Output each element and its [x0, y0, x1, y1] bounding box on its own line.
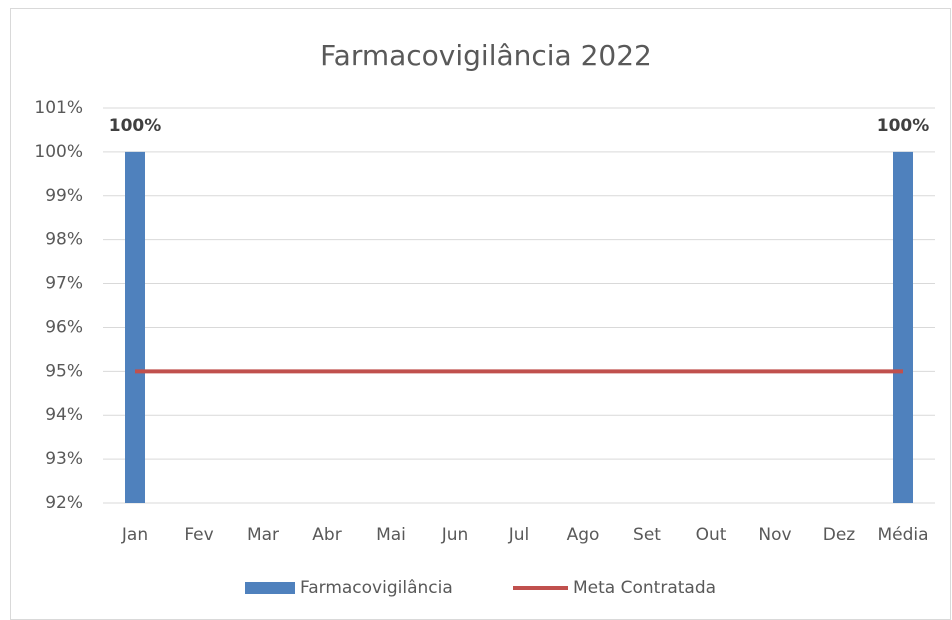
y-tick-label: 100%: [34, 142, 83, 162]
data-label: 100%: [109, 116, 162, 136]
x-tick-label: Jun: [441, 525, 469, 545]
y-tick-label: 96%: [45, 317, 83, 337]
x-tick-label: Mar: [247, 525, 279, 545]
x-tick-label: Jul: [508, 525, 530, 545]
y-tick-label: 99%: [45, 186, 83, 206]
legend-label: Meta Contratada: [573, 578, 716, 598]
x-tick-label: Fev: [184, 525, 213, 545]
x-tick-label: Dez: [823, 525, 856, 545]
y-tick-label: 94%: [45, 405, 83, 425]
y-tick-label: 101%: [34, 98, 83, 118]
bar: [125, 151, 145, 503]
y-tick-label: 98%: [45, 230, 83, 250]
x-tick-label: Set: [633, 525, 661, 545]
y-tick-label: 97%: [45, 274, 83, 294]
y-tick-label: 95%: [45, 361, 83, 381]
x-tick-label: Abr: [312, 525, 341, 545]
x-tick-label: Nov: [758, 525, 791, 545]
x-tick-label: Jan: [121, 525, 148, 545]
x-tick-label: Out: [696, 525, 727, 545]
data-label: 100%: [877, 116, 930, 136]
chart-border: [10, 8, 951, 620]
legend-label: Farmacovigilância: [300, 578, 453, 598]
chart-title: Farmacovigilância 2022: [320, 39, 652, 72]
y-tick-label: 92%: [45, 493, 83, 513]
bar: [893, 151, 913, 503]
x-tick-label: Média: [877, 525, 928, 545]
legend-swatch: [245, 582, 295, 594]
x-tick-label: Ago: [567, 525, 600, 545]
x-tick-label: Mai: [376, 525, 406, 545]
y-tick-label: 93%: [45, 449, 83, 469]
